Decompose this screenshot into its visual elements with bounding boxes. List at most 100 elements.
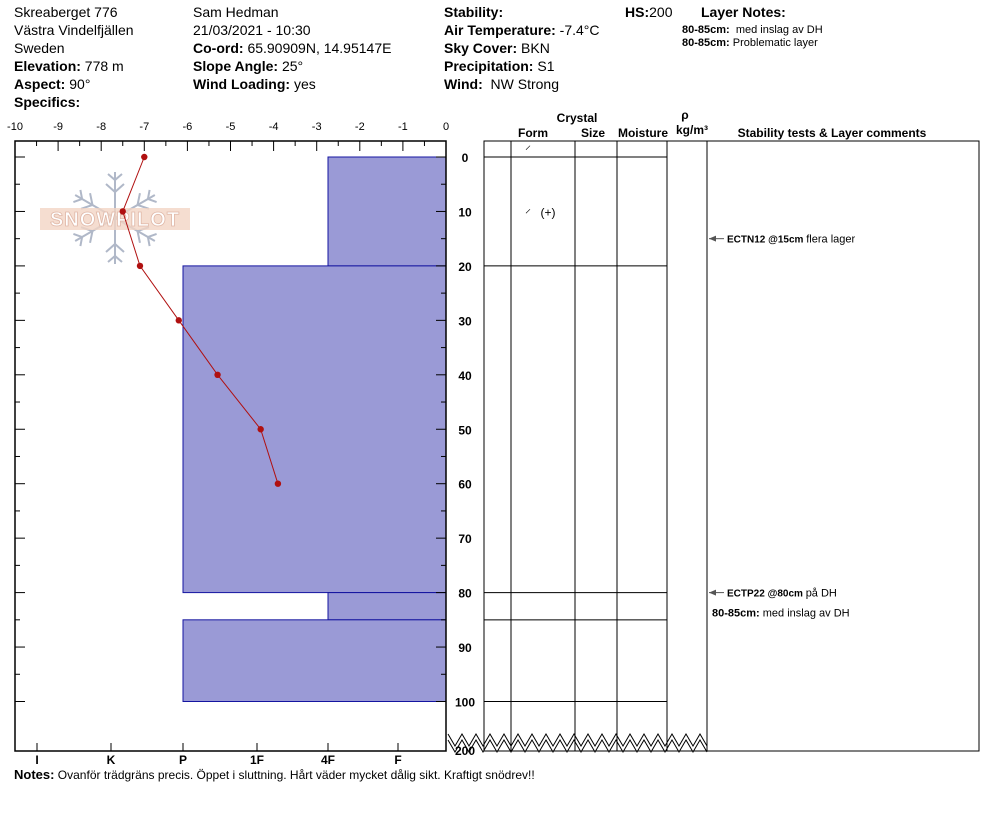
density-unit: kg/m³ — [676, 123, 708, 137]
temperature-point — [257, 426, 264, 433]
hardness-tick-label: 1F — [250, 753, 264, 767]
depth-tick-label: 50 — [458, 423, 472, 437]
depth-axis: 0 10 20 30 40 50 60 70 80 90 100 200 — [15, 151, 475, 758]
stability: Stability: — [444, 3, 600, 21]
site-name: Skreaberget 776 — [14, 4, 118, 20]
temperature-point — [175, 317, 182, 324]
stability-arrow-head — [709, 589, 716, 596]
grain-form-symbol: ⸝ — [525, 201, 531, 215]
hardness-layer-bar — [182, 619, 447, 703]
crystal-header: Crystal — [557, 111, 598, 125]
specifics: Specifics: — [14, 93, 134, 111]
hardness-layers — [182, 156, 447, 703]
layer-notes-label: Layer Notes: — [701, 4, 786, 20]
stability-test-label: ECTN12 @15cm flera lager — [727, 234, 855, 246]
layer-table: Crystal Form Size Moisture ρkg/m³ Stability t… — [447, 108, 980, 753]
depth-tick-label: 60 — [458, 478, 472, 492]
air-temp-label: Air Temperature: — [444, 22, 556, 38]
hs-label: HS: — [625, 4, 650, 20]
hardness-tick-label: 4F — [321, 753, 335, 767]
temp-tick-label: -9 — [53, 121, 63, 133]
stability-test-code: ECTN12 @15cm — [727, 235, 806, 246]
watermark-text: SNOWPILOT — [50, 209, 180, 231]
snowpilot-watermark: SNOWPILOT — [40, 172, 190, 264]
depth-tick-label: 100 — [455, 696, 475, 710]
temperature-point — [141, 153, 148, 161]
stability-label: Stability: — [444, 4, 504, 20]
temperature-point — [136, 262, 144, 270]
temperature-profile — [119, 153, 282, 487]
layer-note-range: 80-85cm: — [682, 24, 730, 36]
temperature-axis: -10 -9 -8 -7 -6 -5 -4 -3 -2 -1 0 — [7, 121, 449, 151]
depth-tick-label: 40 — [458, 369, 472, 383]
depth-tick-label: 80 — [458, 587, 472, 601]
header-col-1: Skreaberget 776 Västra Vindelfjällen Swe… — [14, 3, 134, 111]
density-symbol: ρ — [681, 108, 688, 122]
notes: Notes: Ovanför trädgräns precis. Öppet i… — [14, 767, 535, 782]
depth-tick-label: 70 — [458, 532, 472, 546]
hardness-layer-bar — [327, 592, 447, 621]
precip-value: S1 — [537, 58, 555, 74]
sky-cover: Sky Cover: BKN — [444, 39, 600, 57]
elevation: Elevation: 778 m — [14, 57, 134, 75]
elevation-value: 778 m — [84, 58, 124, 74]
wind-loading-label: Wind Loading: — [193, 76, 291, 92]
temperature-point — [119, 208, 126, 215]
temp-tick-label: -1 — [398, 121, 408, 133]
depth-break-zigzag — [447, 739, 708, 753]
wind-value: NW Strong — [490, 76, 559, 92]
sky-value: BKN — [521, 40, 550, 56]
stability-test-comment: på DH — [806, 588, 837, 600]
layer-note-range: 80-85cm: — [682, 37, 730, 49]
layer-note: 80-85cm: med inslag av DH — [682, 24, 823, 37]
hardness-tick-label: F — [394, 753, 401, 767]
temperature-point — [214, 371, 221, 378]
header-col-2: Sam Hedman 21/03/2021 - 10:30 Co-ord: 65… — [193, 3, 391, 93]
stability-test-label: ECTP22 @80cm på DH — [727, 588, 837, 600]
layer-notes-list: 80-85cm: med inslag av DH 80-85cm: Probl… — [682, 24, 823, 50]
depth-tick-label: 90 — [458, 641, 472, 655]
table-frame — [483, 140, 980, 752]
notes-text: Ovanför trädgräns precis. Öppet i sluttn… — [57, 768, 535, 782]
temp-tick-label: -8 — [96, 121, 106, 133]
air-temperature: Air Temperature: -7.4°C — [444, 21, 600, 39]
precipitation: Precipitation: S1 — [444, 57, 600, 75]
country-name: Sweden — [14, 40, 65, 56]
layer-note: 80-85cm: Problematic layer — [682, 37, 823, 50]
layer-comment-text: med inslag av DH — [763, 608, 850, 620]
coordinates: Co-ord: 65.90909N, 14.95147E — [193, 39, 391, 57]
precip-label: Precipitation: — [444, 58, 534, 74]
stability-arrow-head — [709, 235, 716, 242]
slope-angle: Slope Angle: 25° — [193, 57, 391, 75]
coord-label: Co-ord: — [193, 40, 244, 56]
hardness-layer-bar — [327, 156, 447, 267]
sky-label: Sky Cover: — [444, 40, 518, 56]
depth-tick-label: 30 — [458, 314, 472, 328]
hardness-tick-label: K — [107, 753, 116, 767]
temp-tick-label: 0 — [443, 121, 449, 133]
specifics-label: Specifics: — [14, 94, 81, 110]
temp-tick-label: -3 — [312, 121, 322, 133]
depth-tick-label: 200 — [455, 744, 475, 758]
region-name: Västra Vindelfjällen — [14, 22, 134, 38]
depth-tick-label: 0 — [462, 151, 469, 165]
wind-loading-value: yes — [293, 76, 316, 92]
observation-datetime: 21/03/2021 - 10:30 — [193, 22, 311, 38]
coord-value: 65.90909N, 14.95147E — [247, 40, 392, 56]
size-header: Size — [581, 126, 605, 140]
slope-value: 25° — [281, 58, 304, 74]
grain-form-symbol: ⸝ — [525, 138, 531, 152]
snow-profile-chart: SNOWPILOT -10 -9 -8 -7 -6 -5 -4 -3 -2 -1 0 I K P 1F 4F… — [7, 108, 980, 767]
aspect-label: Aspect: — [14, 76, 66, 92]
layer-comment-range: 80-85cm: — [712, 608, 763, 620]
temp-tick-label: -5 — [226, 121, 236, 133]
wind: Wind: NW Strong — [444, 75, 600, 93]
temp-tick-label: -2 — [355, 121, 365, 133]
temp-tick-label: -4 — [269, 121, 279, 133]
slope-label: Slope Angle: — [193, 58, 279, 74]
layer-notes-title: Layer Notes: — [701, 3, 786, 21]
hs-value: 200 — [649, 4, 673, 20]
form-header: Form — [518, 126, 548, 140]
moisture-header: Moisture — [618, 126, 668, 140]
depth-tick-label: 20 — [458, 260, 472, 274]
